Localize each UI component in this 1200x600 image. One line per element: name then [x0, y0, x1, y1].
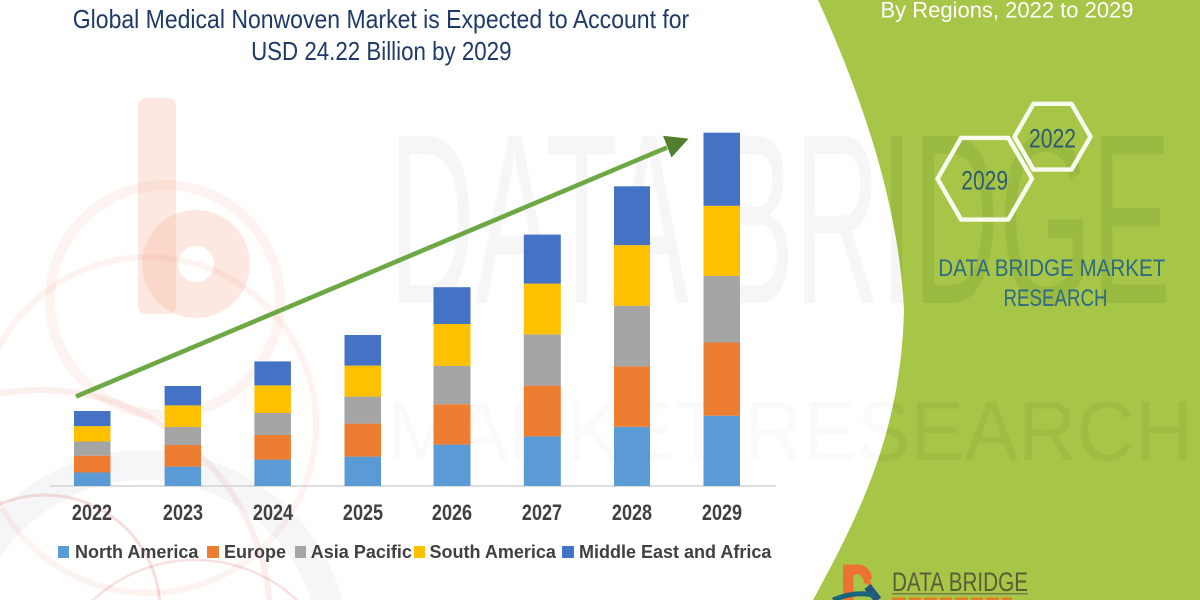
svg-text:DATA BRIDGE: DATA BRIDGE	[892, 567, 1028, 597]
svg-text:2029: 2029	[961, 166, 1008, 196]
svg-text:MARKET RESEARCH: MARKET RESEARCH	[387, 384, 1193, 478]
svg-text:RESEARCH: RESEARCH	[1004, 285, 1108, 312]
svg-text:By Regions, 2022 to 2029: By Regions, 2022 to 2029	[881, 0, 1134, 23]
svg-text:2022: 2022	[1029, 124, 1076, 154]
svg-text:DATA BRIDGE MARKET: DATA BRIDGE MARKET	[938, 255, 1165, 282]
